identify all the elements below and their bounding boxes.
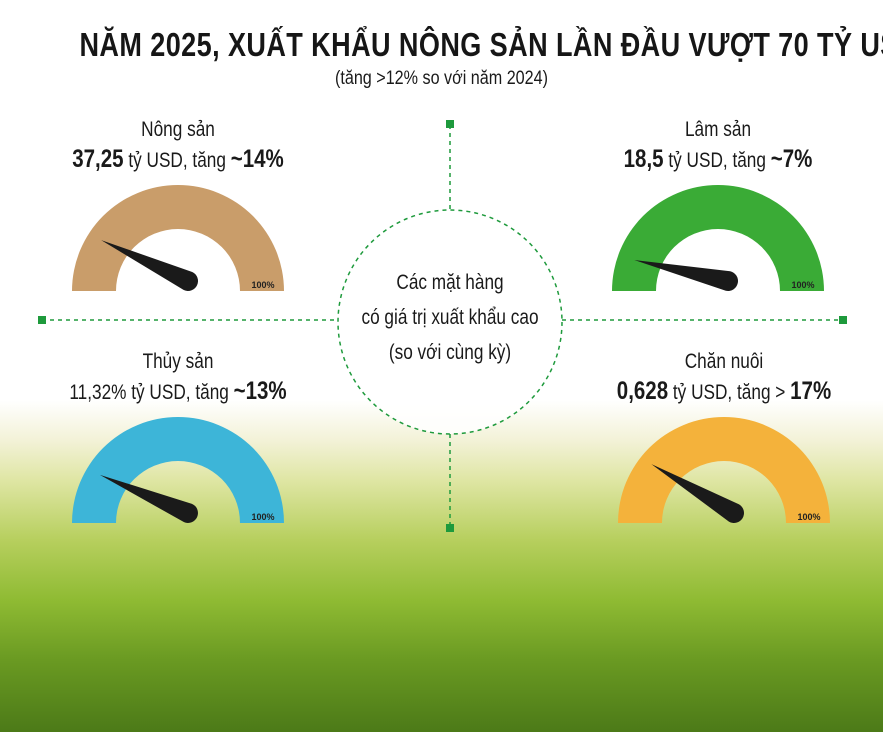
gauge-arc [612, 185, 824, 291]
connector-lines [38, 120, 847, 532]
gauge-4: 100% [618, 417, 830, 523]
item-name: Chăn nuôi [684, 350, 764, 373]
item-value: 37,25 [72, 145, 124, 173]
center-line-1: Các mặt hàng [396, 271, 504, 294]
item-name: Thủy sản [142, 350, 214, 373]
item-value: 18,5 [623, 145, 664, 173]
item-growth: ~7% [770, 145, 813, 173]
gauge-3: 100% [72, 417, 284, 523]
center-caption: Các mặt hàng có giá trị xuất khẩu cao (s… [327, 265, 573, 370]
item-name: Nông sản [141, 118, 215, 141]
center-line-2: có giá trị xuất khẩu cao [361, 306, 539, 329]
item-value-line: 37,25 tỷ USD, tăng ~14% [30, 145, 325, 174]
gauge-max-label: 100% [797, 512, 820, 522]
gauge-needle [99, 474, 198, 523]
gauge-arc [72, 185, 284, 291]
item-value-line: 18,5 tỷ USD, tăng ~7% [570, 145, 865, 174]
marker-left [38, 316, 46, 324]
gauge-2: 100% [612, 185, 824, 292]
gauge-needle [651, 464, 745, 523]
gauge-needle [101, 240, 199, 292]
center-line-3: (so với cùng kỳ) [388, 341, 512, 364]
marker-bottom [446, 524, 454, 532]
item-unit: tỷ USD, tăng [663, 149, 771, 172]
gauge-max-label: 100% [791, 280, 814, 290]
item-value-line: 11,32% tỷ USD, tăng ~13% [30, 377, 325, 406]
marker-right [839, 316, 847, 324]
gauge-1: 100% [72, 185, 284, 292]
gauge-needle [634, 260, 738, 292]
gauge-max-label: 100% [251, 280, 274, 290]
item-unit: tỷ USD, tăng > [668, 381, 791, 404]
item-unit: tỷ USD, tăng [126, 381, 234, 404]
gauge-max-label: 100% [251, 512, 274, 522]
item-value: 11,32% [69, 381, 127, 404]
item-value-line: 0,628 tỷ USD, tăng > 17% [576, 377, 871, 406]
page-subtitle: (tăng >12% so với năm 2024) [334, 68, 549, 89]
item-growth: ~13% [233, 377, 287, 405]
item-unit: tỷ USD, tăng [123, 149, 231, 172]
center-circle [337, 209, 563, 435]
gauge-arc [72, 417, 284, 523]
page-title: NĂM 2025, XUẤT KHẨU NÔNG SẢN LẦN ĐẦU VƯỢ… [79, 26, 883, 63]
item-growth: ~14% [230, 145, 284, 173]
gauge-arc [618, 417, 830, 523]
item-name: Lâm sản [684, 118, 752, 141]
item-growth: 17% [790, 377, 832, 405]
marker-top [446, 120, 454, 128]
item-value: 0,628 [616, 377, 669, 405]
